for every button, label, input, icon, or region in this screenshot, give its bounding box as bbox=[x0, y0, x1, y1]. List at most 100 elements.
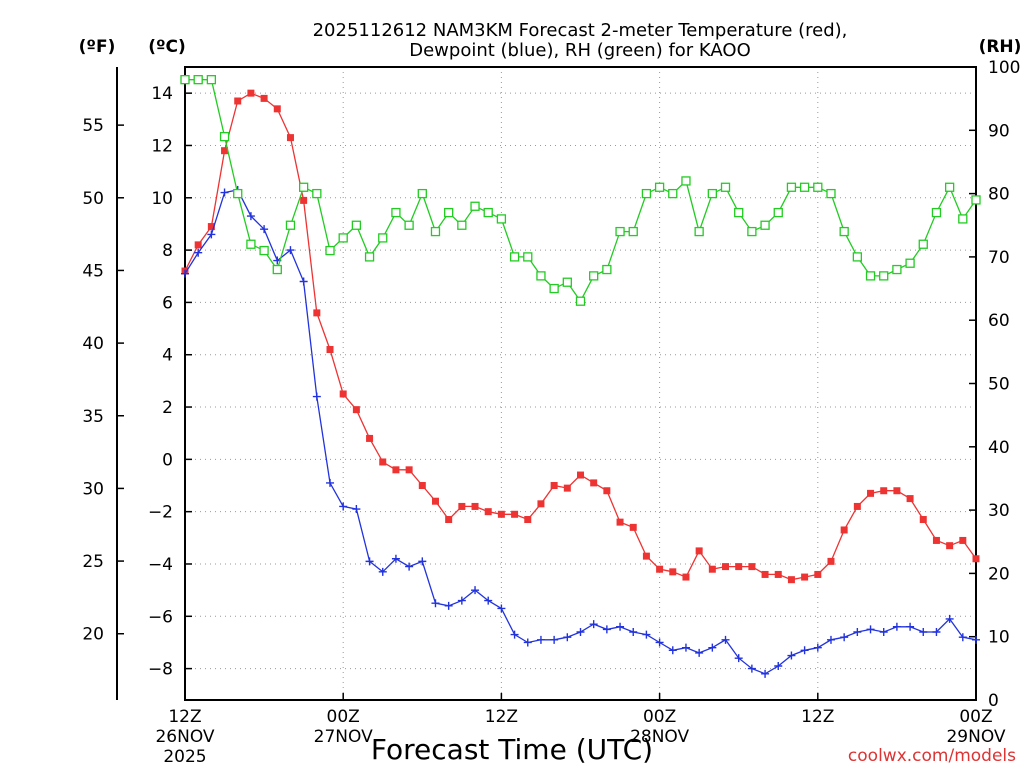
rh-tick-label: 80 bbox=[988, 185, 1010, 205]
rh-point bbox=[219, 131, 230, 142]
celsius-tick-label: 6 bbox=[162, 293, 173, 313]
dewpoint-point bbox=[695, 648, 704, 657]
rh-point bbox=[892, 264, 902, 275]
2-meter-temperature-point bbox=[537, 500, 545, 508]
dewpoint-point bbox=[774, 661, 783, 670]
2-meter-temperature-point bbox=[379, 458, 387, 466]
2-meter-temperature-point bbox=[511, 510, 519, 518]
2-meter-temperature-point bbox=[300, 196, 308, 204]
x-tick-label-time: 00Z bbox=[643, 707, 676, 727]
rh-point bbox=[918, 239, 928, 249]
rh-point bbox=[879, 271, 889, 281]
dewpoint-point bbox=[866, 625, 875, 634]
2-meter-temperature-point bbox=[906, 495, 914, 503]
fahrenheit-unit-label: (ºF) bbox=[79, 37, 116, 57]
dewpoint-point bbox=[418, 557, 427, 566]
rh-point bbox=[958, 214, 968, 224]
rh-point bbox=[536, 271, 546, 281]
2-meter-temperature-point bbox=[735, 563, 743, 571]
dewpoint-point bbox=[906, 622, 915, 631]
dewpoint-point bbox=[602, 625, 611, 634]
x-tick-label-time: 12Z bbox=[485, 707, 518, 727]
fahrenheit-tick-label: 55 bbox=[82, 116, 104, 136]
plot-frame bbox=[184, 66, 977, 701]
dewpoint-point bbox=[629, 627, 638, 636]
series-group bbox=[180, 75, 981, 678]
x-tick-label-time: 12Z bbox=[801, 707, 834, 727]
2-meter-temperature-point bbox=[326, 345, 334, 353]
dewpoint-point bbox=[734, 654, 743, 663]
dewpoint-point bbox=[800, 646, 809, 655]
2-meter-temperature-point bbox=[563, 484, 571, 492]
rh-point bbox=[483, 207, 493, 218]
rh-point bbox=[549, 283, 559, 294]
2-meter-temperature-point bbox=[919, 516, 927, 524]
rh-point bbox=[773, 207, 783, 218]
rh-point bbox=[944, 182, 955, 192]
x-tick-label-date: 28NOV bbox=[630, 727, 689, 747]
rh-point bbox=[444, 207, 454, 218]
2-meter-temperature-point bbox=[471, 502, 479, 510]
2-meter-temperature-point bbox=[247, 89, 255, 97]
rh-point bbox=[496, 214, 507, 224]
dewpoint-point bbox=[194, 248, 203, 257]
fahrenheit-tick-label: 30 bbox=[82, 479, 104, 499]
rh-point bbox=[193, 75, 203, 85]
rh-point bbox=[206, 75, 217, 85]
2-meter-temperature-point bbox=[550, 482, 558, 490]
2-meter-temperature-point bbox=[959, 536, 967, 544]
celsius-unit-label: (ºC) bbox=[148, 37, 186, 57]
dewpoint-point bbox=[352, 505, 361, 514]
2-meter-temperature-point bbox=[458, 502, 466, 510]
2-meter-temperature-point bbox=[695, 547, 703, 555]
rh-point bbox=[931, 207, 942, 218]
rh-tick-label: 60 bbox=[988, 311, 1010, 331]
dewpoint-point bbox=[431, 599, 440, 608]
rh-point bbox=[628, 226, 638, 237]
chart-title-line2: Dewpoint (blue), RH (green) for KAOO bbox=[409, 40, 751, 61]
fahrenheit-tick-label: 20 bbox=[82, 625, 104, 645]
2-meter-temperature-point bbox=[207, 223, 215, 231]
credit-label: coolwx.com/models bbox=[848, 746, 1016, 766]
celsius-tick-label: 12 bbox=[151, 136, 173, 156]
rh-point bbox=[694, 226, 704, 237]
rh-point bbox=[180, 75, 190, 85]
x-tick-label-date: 29NOV bbox=[946, 727, 1005, 747]
2-meter-temperature-point bbox=[669, 568, 677, 576]
dewpoint-point bbox=[919, 627, 928, 636]
2-meter-temperature-point bbox=[708, 565, 716, 573]
2-meter-temperature-point bbox=[787, 576, 795, 584]
rh-point bbox=[470, 201, 480, 211]
rh-point bbox=[589, 271, 599, 281]
2-meter-temperature-point bbox=[840, 526, 848, 534]
fahrenheit-tick-label: 40 bbox=[82, 334, 104, 354]
2-meter-temperature-point bbox=[273, 105, 281, 113]
celsius-tick-label: −8 bbox=[148, 660, 173, 680]
dewpoint-point bbox=[484, 596, 493, 605]
rh-unit-label: (RH) bbox=[979, 37, 1022, 57]
2-meter-temperature-point bbox=[774, 570, 782, 578]
dewpoint-point bbox=[378, 567, 387, 576]
dewpoint-point bbox=[523, 638, 532, 647]
rh-point bbox=[813, 182, 823, 192]
rh-point bbox=[865, 271, 876, 281]
dewpoint-point bbox=[550, 635, 559, 644]
rh-point bbox=[747, 226, 757, 237]
2-meter-temperature-point bbox=[260, 94, 268, 102]
2-meter-temperature-point bbox=[418, 482, 426, 490]
2-meter-temperature-point bbox=[497, 510, 505, 518]
2-meter-temperature-point bbox=[642, 552, 650, 560]
rh-point bbox=[246, 239, 256, 249]
celsius-tick-label: 10 bbox=[151, 189, 173, 209]
dewpoint-point bbox=[616, 622, 625, 631]
2-meter-temperature-point bbox=[484, 508, 492, 516]
2-meter-temperature-point bbox=[748, 563, 756, 571]
dewpoint-point bbox=[286, 246, 295, 255]
2-meter-temperature-point bbox=[932, 536, 940, 544]
rh-tick-label: 0 bbox=[988, 691, 999, 711]
2-meter-temperature-point bbox=[431, 497, 439, 505]
rh-point bbox=[523, 252, 533, 262]
rh-point bbox=[668, 188, 678, 199]
dewpoint-point bbox=[840, 633, 849, 642]
